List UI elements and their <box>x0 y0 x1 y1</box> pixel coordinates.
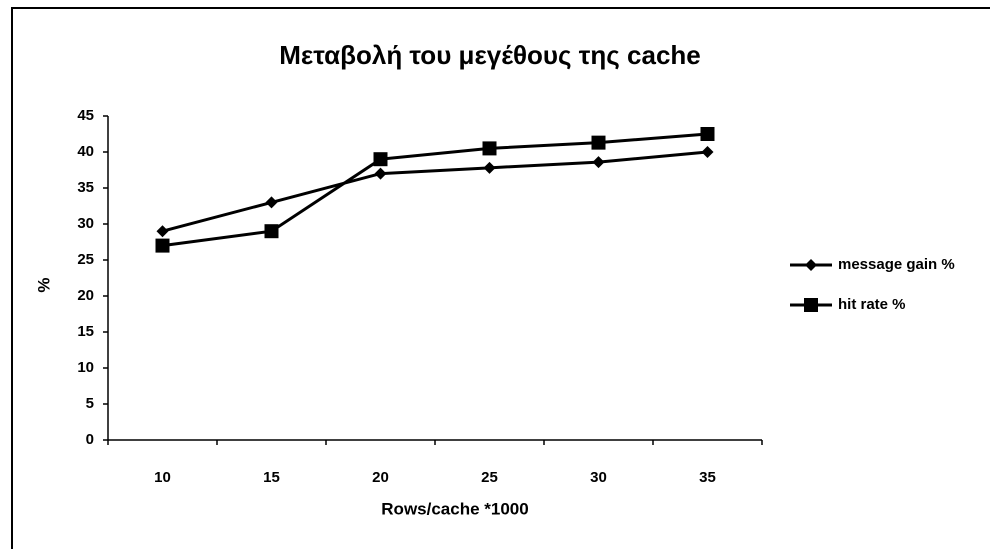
x-tick-label: 15 <box>263 469 280 486</box>
chart-frame <box>11 7 990 549</box>
y-tick-label: 40 <box>77 143 94 160</box>
y-tick-label: 20 <box>77 287 94 304</box>
chart-title: Μεταβολή του μεγέθους της cache <box>279 40 701 70</box>
y-tick-label: 10 <box>77 359 94 376</box>
diamond-marker <box>156 225 169 238</box>
diamond-marker <box>805 259 817 271</box>
square-marker <box>155 238 170 253</box>
y-tick-label: 0 <box>86 431 94 448</box>
square-marker <box>804 298 818 312</box>
y-tick-label: 15 <box>77 323 94 340</box>
series-line <box>162 150 708 233</box>
y-tick-label: 35 <box>77 179 94 196</box>
x-tick-label: 30 <box>590 469 607 486</box>
x-axis-label: Rows/cache *1000 <box>381 499 528 518</box>
x-tick-label: 35 <box>699 469 716 486</box>
diamond-marker <box>592 156 605 169</box>
diamond-marker <box>265 196 278 209</box>
y-tick-label: 30 <box>77 215 94 232</box>
legend-label: hit rate % <box>838 296 906 313</box>
diamond-marker <box>701 146 714 158</box>
legend-label: message gain % <box>838 256 955 273</box>
y-tick-label: 45 <box>77 107 94 124</box>
square-marker <box>373 152 388 167</box>
diamond-marker <box>483 161 496 174</box>
y-axis-label: % <box>34 277 53 292</box>
square-marker <box>264 224 279 239</box>
square-marker <box>482 141 497 156</box>
diamond-marker <box>374 167 387 180</box>
y-tick-label: 5 <box>86 395 94 412</box>
y-tick-label: 25 <box>77 251 94 268</box>
x-tick-label: 10 <box>154 469 171 486</box>
x-tick-label: 20 <box>372 469 389 486</box>
series-line <box>162 132 708 248</box>
square-marker <box>591 135 606 150</box>
square-marker <box>700 127 715 141</box>
x-tick-label: 25 <box>481 469 498 486</box>
